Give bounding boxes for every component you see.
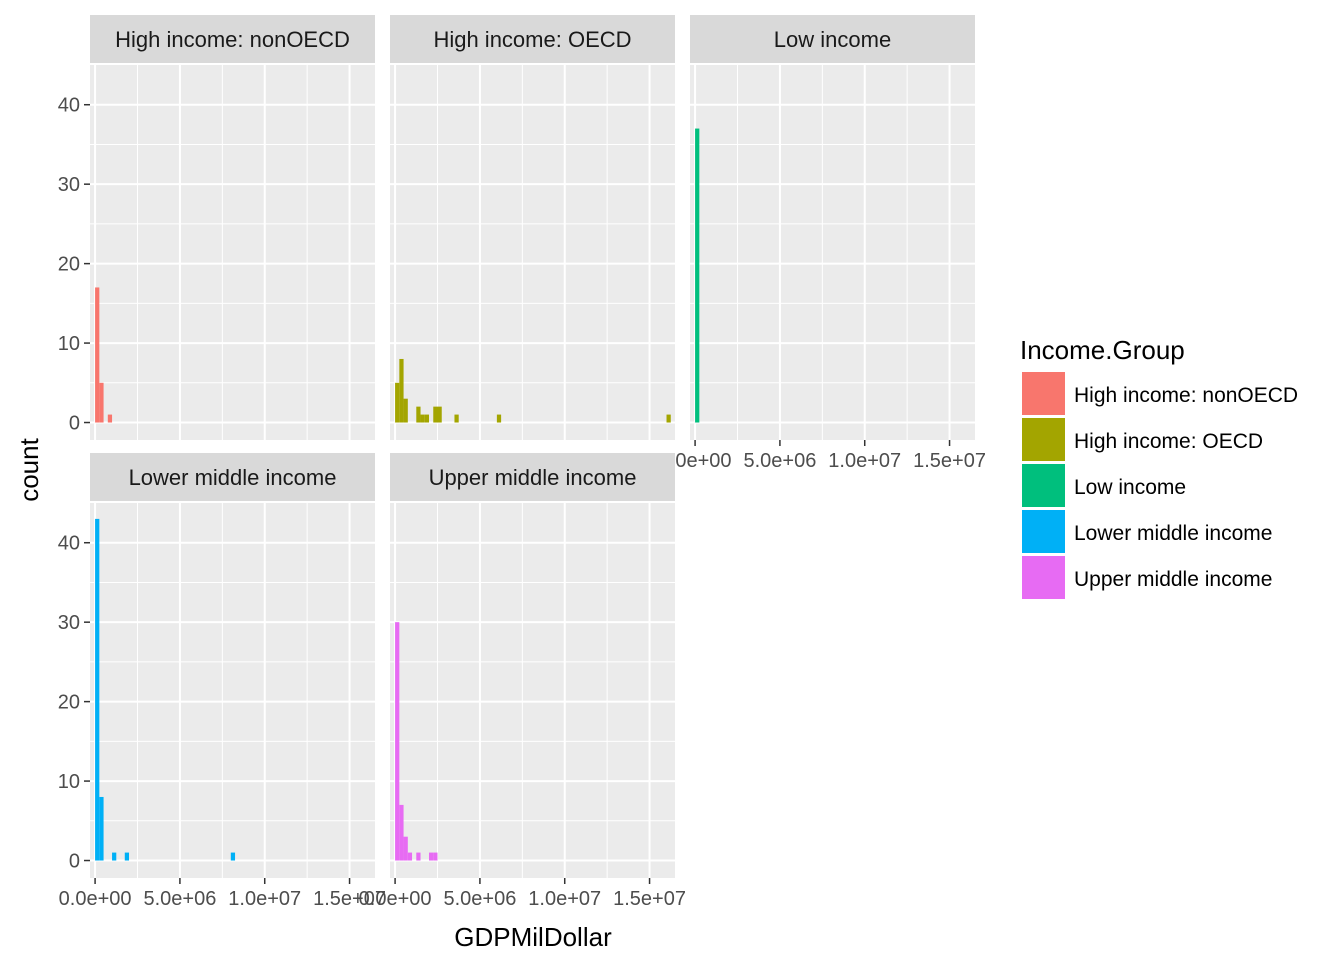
y-tick-label: 0 — [69, 851, 80, 873]
facet-strip-label: High income: OECD — [433, 27, 631, 52]
facet-strip-label: Lower middle income — [129, 465, 337, 490]
histogram-bar — [403, 398, 408, 423]
histogram-bar — [695, 128, 700, 423]
legend-item: High income: OECD — [1022, 418, 1263, 461]
legend-item: Lower middle income — [1022, 510, 1272, 553]
histogram-bar — [416, 406, 421, 423]
facet-panel: Low income 0.0e+00 5.0e+06 1.0e+07 1.5e+07 — [659, 15, 986, 472]
legend-key — [1022, 510, 1065, 553]
x-axis-title: GDPMilDollar — [454, 922, 612, 952]
histogram-bar — [99, 796, 104, 861]
legend-label: High income: OECD — [1074, 430, 1263, 453]
panel-background — [90, 65, 375, 440]
histogram-bar — [107, 414, 113, 423]
facet-strip — [690, 15, 975, 63]
histogram-bar — [95, 287, 100, 423]
histogram-bar — [437, 406, 442, 423]
histogram-bar — [407, 852, 413, 861]
y-tick-label: 20 — [58, 692, 80, 714]
y-tick-label: 10 — [58, 771, 80, 793]
facet-panel: Upper middle income 0.0e+00 5.0e+06 1.0e+07… — [359, 453, 686, 910]
y-tick-label: 30 — [58, 174, 80, 196]
legend-item: Upper middle income — [1022, 556, 1272, 599]
histogram-bar — [416, 852, 421, 861]
legend-key — [1022, 556, 1065, 599]
facet-strip-label: Low income — [774, 27, 891, 52]
legend-items: High income: nonOECD High income: OECD Low… — [1022, 372, 1298, 599]
x-tick-label: 0.0e+00 — [659, 450, 732, 472]
y-tick-label: 20 — [58, 254, 80, 276]
x-tick-label: 5.0e+06 — [743, 450, 816, 472]
x-tick-label: 1.5e+07 — [913, 450, 986, 472]
legend-key — [1022, 372, 1065, 415]
histogram-bar — [99, 382, 104, 423]
panel-background — [690, 65, 975, 440]
y-tick-label: 0 — [69, 413, 80, 435]
legend-label: Lower middle income — [1074, 522, 1272, 545]
histogram-bar — [230, 852, 236, 861]
legend-item: Low income — [1022, 464, 1186, 507]
facet-strip-label: Upper middle income — [429, 465, 637, 490]
x-tick-label: 0.0e+00 — [359, 888, 432, 910]
y-tick-label: 40 — [58, 95, 80, 117]
legend-key — [1022, 464, 1065, 507]
y-tick-label: 30 — [58, 612, 80, 634]
histogram-bar — [433, 406, 438, 423]
legend-item: High income: nonOECD — [1022, 372, 1298, 415]
histogram-bar — [424, 414, 430, 423]
histogram-bar — [399, 358, 404, 423]
histogram-bar — [395, 382, 400, 423]
histogram-bar — [95, 518, 100, 861]
facet-strip — [90, 453, 375, 501]
legend-label: Low income — [1074, 476, 1186, 499]
panel-background — [390, 65, 675, 440]
y-tick-label: 40 — [58, 533, 80, 555]
histogram-bar — [429, 852, 434, 861]
histogram-bar — [112, 852, 117, 861]
histogram-bar — [454, 414, 459, 423]
histogram-bar — [433, 852, 438, 861]
facet-panel: High income: OECD — [390, 15, 675, 440]
facet-strip-label: High income: nonOECD — [115, 27, 350, 52]
facet-strip — [390, 15, 675, 63]
legend-title: Income.Group — [1020, 335, 1185, 365]
legend-key — [1022, 418, 1065, 461]
histogram-bar — [403, 836, 408, 861]
x-tick-label: 1.0e+07 — [828, 450, 901, 472]
histogram-bar — [395, 622, 400, 861]
histogram-bar — [496, 414, 502, 423]
histogram-bar — [420, 414, 425, 423]
x-tick-label: 5.0e+06 — [143, 888, 216, 910]
x-tick-label: 1.0e+07 — [528, 888, 601, 910]
histogram-bar — [666, 414, 671, 423]
y-tick-label: 10 — [58, 333, 80, 355]
x-tick-label: 1.0e+07 — [228, 888, 301, 910]
facet-strip — [390, 453, 675, 501]
facet-strip — [90, 15, 375, 63]
facet-panel: High income: nonOECD 0 10 20 30 40 — [58, 15, 375, 440]
x-tick-label: 1.5e+07 — [613, 888, 686, 910]
legend-label: High income: nonOECD — [1074, 384, 1298, 407]
x-tick-label: 1.5e+07 — [313, 888, 386, 910]
histogram-bar — [124, 852, 130, 861]
legend-label: Upper middle income — [1074, 568, 1272, 591]
panel-background — [390, 503, 675, 878]
histogram-bar — [399, 804, 404, 861]
panel-background — [90, 503, 375, 878]
facet-panel: Lower middle income 0 10 20 30 40 0.0e+00 5.0e+… — [58, 453, 386, 910]
x-tick-label: 5.0e+06 — [443, 888, 516, 910]
y-axis-title: count — [14, 437, 44, 501]
x-tick-label: 0.0e+00 — [59, 888, 132, 910]
